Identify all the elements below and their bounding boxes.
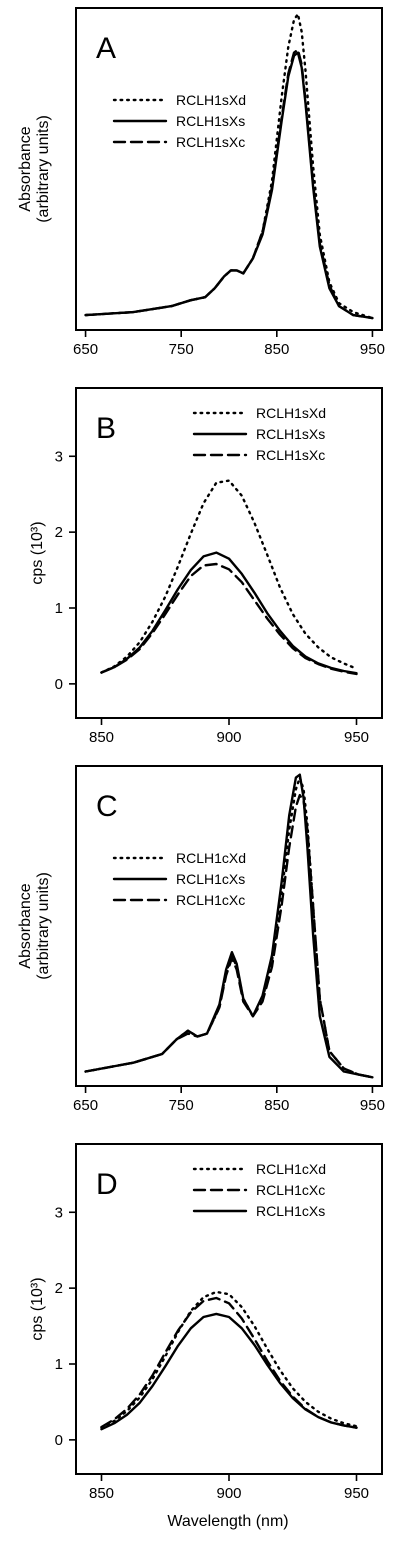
- panel-d: 850 900 950 0 1 2 3 cps (10³) D RCLH1cXd RCLH1cXc R…: [29, 1143, 383, 1502]
- y-tick-label: 0: [55, 1432, 63, 1449]
- y-tick-label: 3: [55, 1204, 63, 1221]
- legend-label: RCLH1cXs: [176, 871, 245, 887]
- y-axis-label: Absorbance: [17, 126, 34, 211]
- x-tick-label: 850: [89, 729, 114, 746]
- legend-label: RCLH1cXc: [176, 892, 245, 908]
- x-tick-label: 900: [216, 729, 241, 746]
- x-tick-label: 750: [169, 1097, 194, 1114]
- y-tick-label: 0: [55, 676, 63, 693]
- legend-label: RCLH1sXs: [176, 113, 245, 129]
- x-tick-label: 950: [344, 729, 369, 746]
- x-tick-label: 850: [264, 1097, 289, 1114]
- y-axis-label: cps (10³): [29, 521, 46, 584]
- x-axis-label: Wavelength (nm): [167, 1513, 288, 1530]
- x-tick-label: 750: [169, 341, 194, 358]
- x-tick-label: 850: [264, 341, 289, 358]
- plot-frame: [75, 765, 383, 1087]
- series-line-rclh1sxd: [100, 479, 358, 674]
- y-axis-label: Absorbance: [17, 883, 34, 968]
- panel-b: 850 900 950 0 1 2 3 cps (10³) B RCLH1sXd RCLH1sXs R…: [29, 387, 383, 746]
- y-tick-label: 3: [55, 448, 63, 465]
- legend-label: RCLH1sXd: [176, 92, 246, 108]
- y-axis-label: cps (10³): [29, 1277, 46, 1340]
- plot-frame: [75, 7, 383, 331]
- x-tick-label: 950: [360, 341, 385, 358]
- x-tick-label: 650: [73, 341, 98, 358]
- x-tick-label: 900: [216, 1485, 241, 1502]
- panel-letter: C: [96, 790, 118, 823]
- legend-label: RCLH1cXd: [176, 850, 246, 866]
- series-line-rclh1cxd: [84, 776, 374, 1079]
- x-tick-label: 650: [73, 1097, 98, 1114]
- y-tick-label: 1: [55, 600, 63, 617]
- series-line-rclh1cxs: [100, 1312, 358, 1431]
- y-tick-label: 1: [55, 1356, 63, 1373]
- x-tick-label: 950: [360, 1097, 385, 1114]
- legend-label: RCLH1cXc: [256, 1182, 325, 1198]
- panel-letter: A: [96, 32, 116, 65]
- legend-label: RCLH1sXd: [256, 405, 326, 421]
- y-tick-label: 2: [55, 1280, 63, 1297]
- y-tick-label: 2: [55, 524, 63, 541]
- panel-a: 650 750 850 950 Absorbance (arbitrary units) A…: [17, 7, 385, 358]
- legend-label: RCLH1sXs: [256, 426, 325, 442]
- legend-label: RCLH1cXs: [256, 1203, 325, 1219]
- series-line-rclh1cxc: [84, 793, 374, 1079]
- panel-letter: B: [96, 412, 116, 445]
- panel-letter: D: [96, 1168, 118, 1201]
- legend-label: RCLH1cXd: [256, 1161, 326, 1177]
- y-axis-label-line2: (arbitrary units): [35, 115, 52, 223]
- y-axis-label-line2: (arbitrary units): [35, 872, 52, 980]
- legend-label: RCLH1sXc: [256, 447, 325, 463]
- series-line-rclh1sxc: [100, 562, 358, 676]
- series-line-rclh1sxc: [84, 48, 374, 320]
- panel-c: 650 750 850 950 Absorbance (arbitrary units) C…: [17, 765, 385, 1114]
- series-line-rclh1cxd: [100, 1290, 358, 1429]
- legend-label: RCLH1sXc: [176, 134, 245, 150]
- series-line-rclh1cxs: [84, 773, 374, 1079]
- x-tick-label: 950: [344, 1485, 369, 1502]
- x-tick-label: 850: [89, 1485, 114, 1502]
